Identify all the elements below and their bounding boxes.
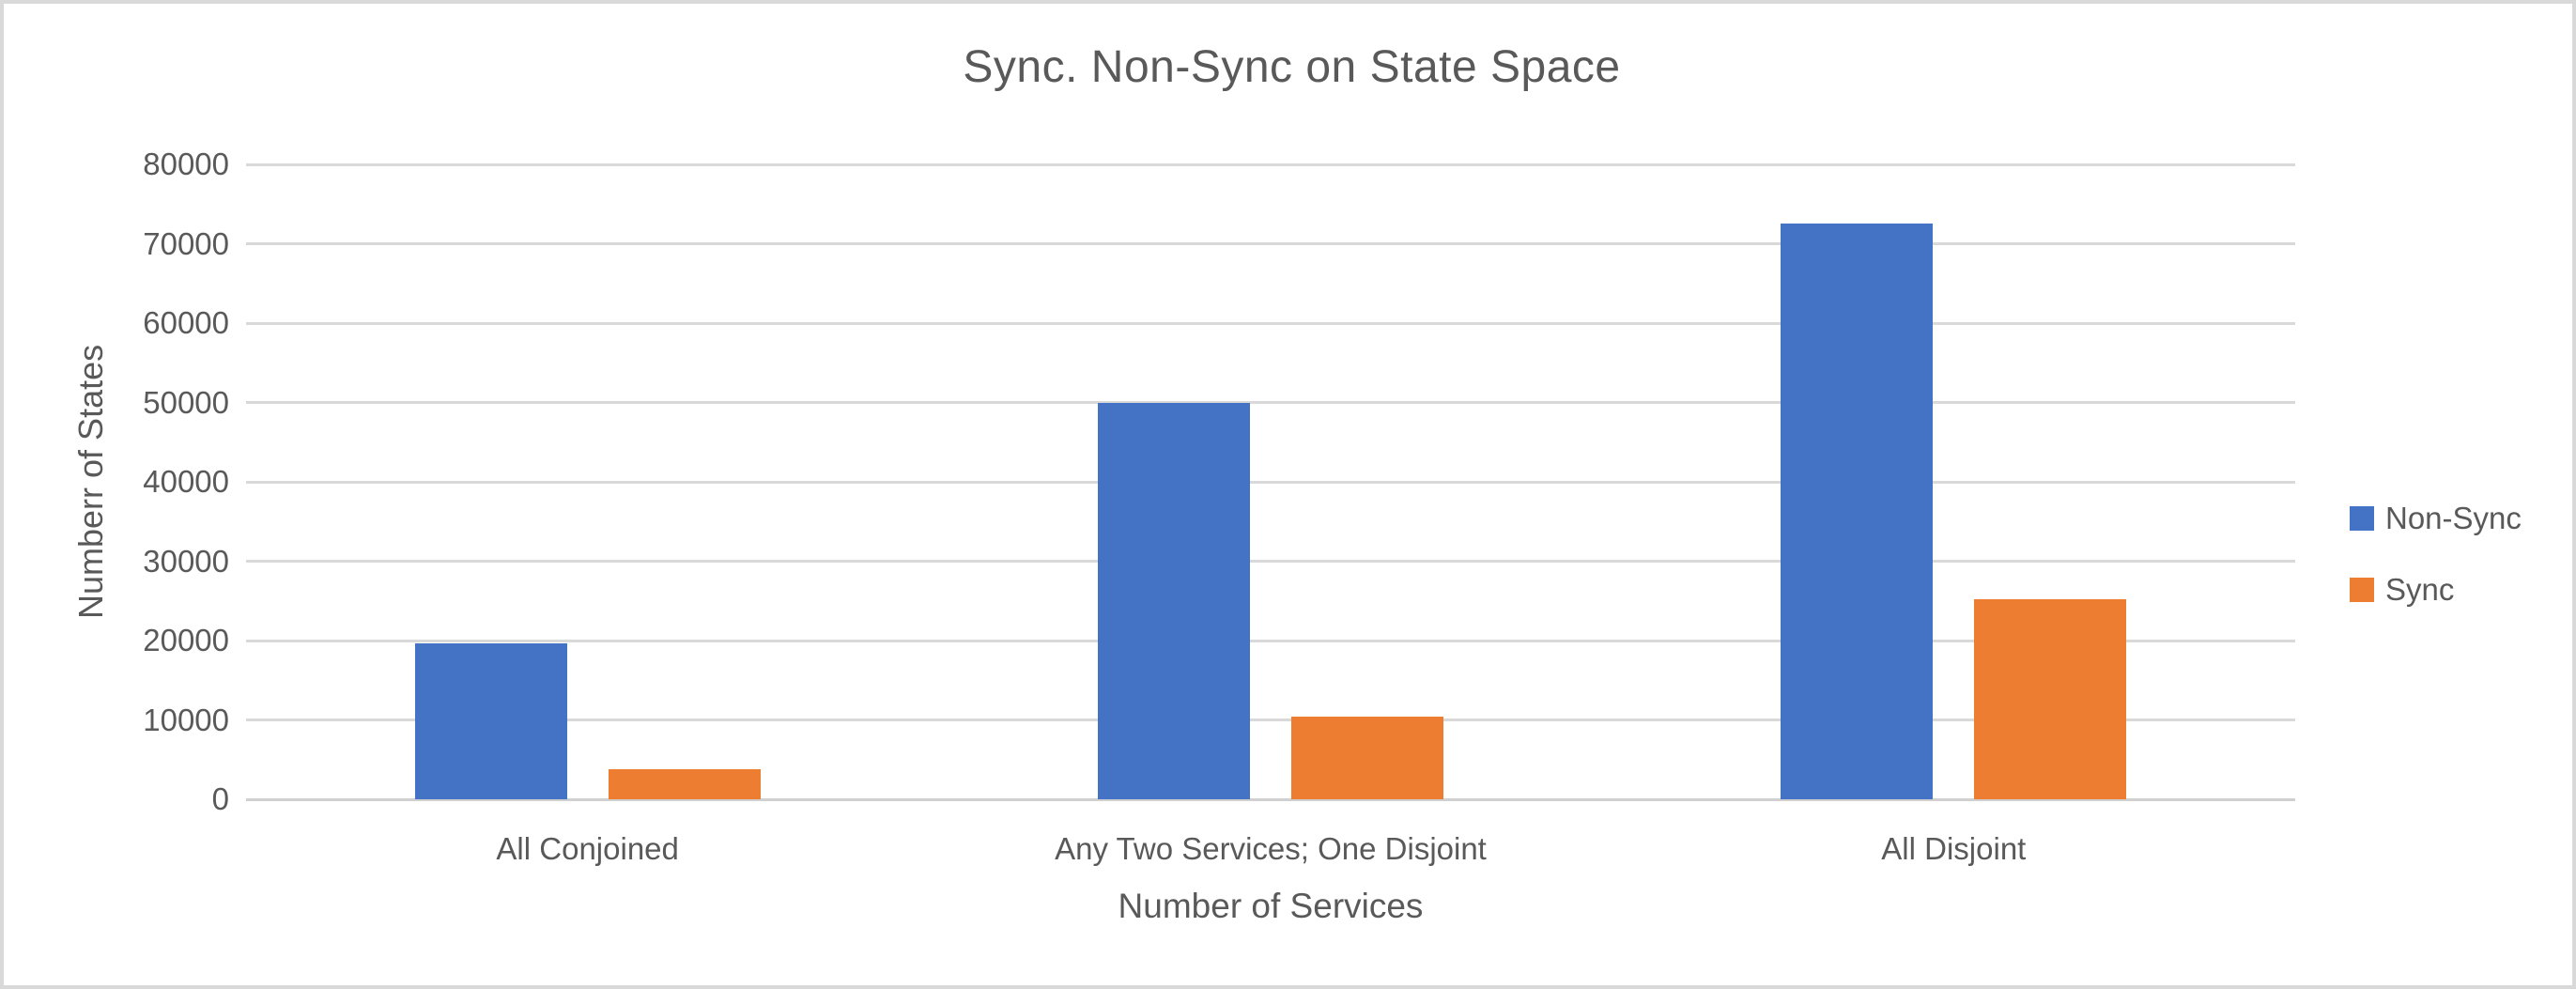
y-tick-label: 40000 (143, 464, 229, 499)
y-tick-label: 70000 (143, 225, 229, 261)
legend-item-non-sync: Non-Sync (2350, 500, 2522, 537)
x-axis-title: Number of Services (1118, 887, 1424, 925)
bar-non-sync-1 (414, 643, 567, 799)
gridline (246, 162, 2295, 166)
gridline (246, 321, 2295, 325)
y-tick-label: 0 (211, 781, 229, 816)
bar-non-sync-3 (1781, 224, 1934, 799)
legend-item-sync: Sync (2350, 571, 2522, 609)
bar-sync-3 (1974, 599, 2127, 799)
gridline (246, 480, 2295, 484)
x-category-label: Any Two Services; One Disjoint (1055, 831, 1487, 866)
chart-title: Sync. Non-Sync on State Space (963, 42, 1621, 92)
y-tick-label: 30000 (143, 543, 229, 579)
legend-label: Non-Sync (2385, 501, 2522, 535)
gridline (246, 560, 2295, 563)
bar-sync-1 (608, 768, 761, 799)
x-category-label: All Disjoint (1881, 831, 2027, 866)
legend-swatch-icon (2350, 578, 2374, 602)
bar-non-sync-2 (1098, 402, 1250, 799)
y-tick-label: 20000 (143, 623, 229, 657)
legend-swatch-icon (2350, 506, 2374, 531)
gridline (246, 719, 2295, 721)
y-tick-label: 60000 (143, 305, 229, 340)
plot-area (246, 162, 2295, 801)
x-category-label: All Conjoined (496, 831, 679, 866)
x-axis-line (246, 797, 2295, 801)
gridline (246, 639, 2295, 642)
y-tick-label: 10000 (143, 702, 229, 737)
y-tick-label: 80000 (143, 147, 229, 181)
bar-sync-2 (1291, 717, 1443, 799)
gridline (246, 242, 2295, 245)
gridline (246, 401, 2295, 404)
y-tick-label: 50000 (143, 384, 229, 420)
legend: Non-Sync Sync (2350, 500, 2522, 609)
legend-label: Sync (2385, 572, 2455, 607)
